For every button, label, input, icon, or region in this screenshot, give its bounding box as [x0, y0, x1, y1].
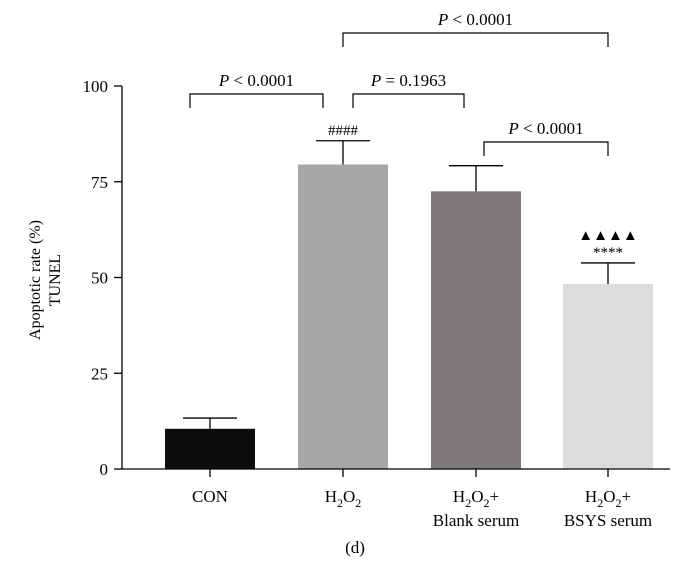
error-bars: [183, 140, 635, 477]
p-value-label: P < 0.0001: [507, 119, 583, 138]
y-tick-label: 25: [91, 364, 108, 383]
y-tick-label: 50: [91, 269, 108, 288]
x-tick-label-line2: BSYS serum: [564, 511, 652, 530]
y-axis-label-line1: Apoptotic rate (%): [27, 220, 44, 340]
p-symbol: P: [370, 71, 381, 90]
significance-bracket: [483, 141, 609, 156]
bar-1: [298, 164, 388, 469]
p-value-label: P = 0.1963: [370, 71, 446, 90]
significance-bracket: [352, 93, 465, 108]
y-axis-ticks: 0 25 50 75 100: [83, 77, 122, 479]
bar-annotation: ****: [593, 245, 623, 261]
p-text: < 0.0001: [519, 119, 584, 138]
p-text: = 0.1963: [381, 71, 446, 90]
x-tick-label: H2O2+: [585, 487, 631, 510]
p-symbol: P: [218, 71, 229, 90]
bar-2: [431, 191, 521, 469]
bar-3: [563, 284, 653, 469]
bars: [165, 164, 653, 469]
x-tick-label: CON: [192, 487, 228, 506]
significance-bracket: [342, 32, 609, 47]
bar-annotations: #### ▲▲▲▲****: [328, 123, 638, 261]
bar-annotation: ▲▲▲▲: [578, 228, 637, 244]
p-text: < 0.0001: [448, 10, 513, 29]
y-axis-label: Apoptotic rate (%) TUNEL: [27, 220, 64, 340]
p-value-label: P < 0.0001: [437, 10, 513, 29]
bar-annotation: ####: [328, 123, 359, 139]
y-tick-label: 100: [83, 77, 109, 96]
p-value-label: P < 0.0001: [218, 71, 294, 90]
y-axis-label-line2: TUNEL: [47, 254, 64, 306]
y-tick-label: 0: [100, 460, 109, 479]
significance-bracket: [189, 93, 324, 108]
x-tick-label-line2: Blank serum: [433, 511, 519, 530]
bar-0: [165, 428, 255, 469]
p-symbol: P: [437, 10, 448, 29]
p-text: < 0.0001: [229, 71, 294, 90]
y-tick-label: 75: [91, 173, 108, 192]
p-symbol: P: [507, 119, 518, 138]
x-tick-label: H2O2+: [453, 487, 499, 510]
panel-label: (d): [345, 538, 365, 557]
x-tick-label: H2O2: [325, 487, 362, 510]
